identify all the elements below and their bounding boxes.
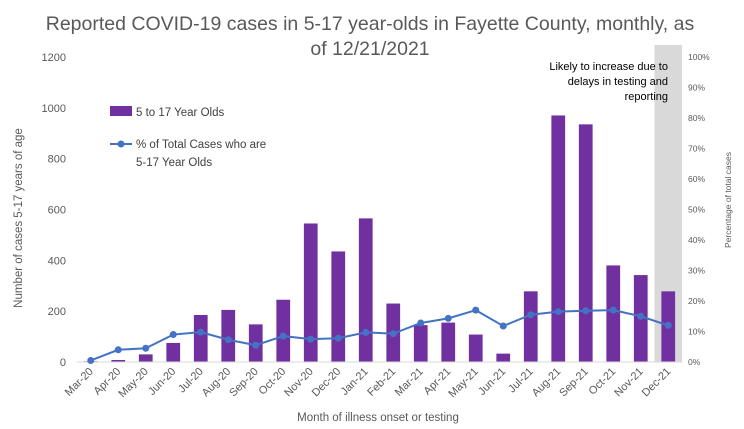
bar <box>358 218 373 362</box>
x-tick-label: Aug-21 <box>530 366 564 400</box>
y-tick-label: 1000 <box>42 103 66 115</box>
bar <box>111 359 126 362</box>
bar <box>138 354 153 362</box>
legend-label-line-2: 5-17 Year Olds <box>136 157 212 169</box>
line-point <box>224 336 232 344</box>
line-point <box>169 331 177 339</box>
bar <box>331 251 346 362</box>
y2-tick-label: 30% <box>688 266 705 276</box>
line-point <box>362 328 370 336</box>
line-point <box>582 307 590 315</box>
x-tick-label: Jun-21 <box>476 366 508 398</box>
legend-label-line-1: % of Total Cases who are <box>136 139 266 151</box>
y2-tick-label: 90% <box>688 83 705 93</box>
line-point <box>444 314 452 322</box>
bar <box>193 314 208 362</box>
line-point <box>609 306 617 314</box>
shaded-note-line: reporting <box>625 91 668 103</box>
line-point <box>142 344 150 352</box>
x-tick-label: Jun-20 <box>146 366 178 398</box>
bar <box>303 223 318 362</box>
x-axis-title: Month of illness onset or testing <box>297 412 459 424</box>
y2-tick-label: 0% <box>688 357 701 367</box>
bar <box>523 291 538 362</box>
legend-marker-line <box>117 140 125 148</box>
line-point <box>334 334 342 342</box>
x-tick-label: Nov-21 <box>612 366 646 400</box>
x-tick-label: Sep-20 <box>227 366 261 400</box>
bar <box>166 342 181 362</box>
x-tick-label: Mar-21 <box>393 366 426 399</box>
x-tick-label: Dec-20 <box>310 366 344 400</box>
bar <box>496 353 511 362</box>
y-axis-title: Number of cases 5-17 years of age <box>13 128 25 308</box>
bar <box>468 334 483 362</box>
bar <box>551 115 566 362</box>
bar <box>606 265 621 362</box>
line-point <box>252 341 260 349</box>
bar <box>221 309 236 362</box>
y2-tick-label: 60% <box>688 174 705 184</box>
legend-swatch-bars <box>110 106 132 116</box>
y2-axis-title: Percentage of total cases <box>723 152 733 248</box>
line-point <box>472 306 480 314</box>
x-tick-label: Aug-20 <box>200 366 234 400</box>
y-tick-label: 600 <box>48 205 66 217</box>
y2-tick-label: 80% <box>688 113 705 123</box>
line-point <box>87 356 95 364</box>
line-point <box>389 330 397 338</box>
y-tick-label: 200 <box>48 306 66 318</box>
shaded-note-line: Likely to increase due to <box>549 61 668 73</box>
y2-tick-label: 70% <box>688 144 705 154</box>
bar <box>441 322 456 362</box>
line-point <box>279 332 287 340</box>
x-tick-label: Feb-21 <box>365 366 398 399</box>
y2-tick-label: 20% <box>688 296 705 306</box>
y2-tick-label: 10% <box>688 327 705 337</box>
line-point <box>554 308 562 316</box>
line-series <box>90 309 669 362</box>
line-point <box>197 328 205 336</box>
line-point <box>307 335 315 343</box>
x-tick-label: Mar-20 <box>63 366 96 399</box>
x-tick-label: Jan-21 <box>339 366 371 398</box>
bar <box>413 325 428 362</box>
line-point <box>637 312 645 320</box>
legend-label-bars: 5 to 17 Year Olds <box>136 107 224 119</box>
x-tick-label: Dec-21 <box>640 366 674 400</box>
bar <box>276 299 291 362</box>
line-point <box>417 319 425 327</box>
bar <box>578 124 593 363</box>
line-point <box>499 322 507 330</box>
x-tick-label: Sep-21 <box>557 366 591 400</box>
chart-title-line1: Reported COVID-19 cases in 5-17 year-old… <box>46 13 695 35</box>
y2-tick-label: 40% <box>688 235 705 245</box>
line-point <box>527 311 535 319</box>
y-tick-label: 400 <box>48 255 66 267</box>
y-tick-label: 1200 <box>42 52 66 64</box>
x-tick-label: May-21 <box>446 366 480 400</box>
line-point <box>664 321 672 329</box>
x-tick-label: May-20 <box>116 366 150 400</box>
y2-tick-label: 100% <box>688 52 710 62</box>
x-tick-label: Nov-20 <box>282 366 316 400</box>
chart-title-line2: of 12/21/2021 <box>310 38 429 60</box>
line-point <box>114 346 122 354</box>
y-tick-label: 0 <box>60 357 66 369</box>
y-tick-label: 800 <box>48 154 66 166</box>
y2-tick-label: 50% <box>688 205 705 215</box>
shaded-note-line: delays in testing and <box>568 76 668 88</box>
